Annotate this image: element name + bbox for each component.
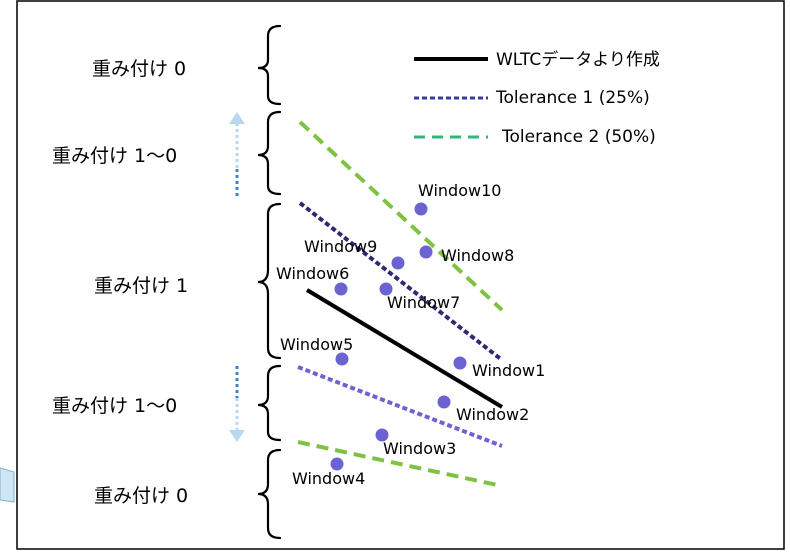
left-edge-fragment bbox=[0, 467, 15, 503]
window6-point bbox=[334, 282, 348, 296]
brace-weight-transition-upper bbox=[257, 110, 282, 196]
window10-point bbox=[414, 202, 428, 216]
transition-arrows bbox=[229, 112, 245, 442]
legend: WLTCデータより作成 Tolerance 1 (25%) Tolerance … bbox=[414, 49, 660, 147]
tolerance2-lower-line bbox=[297, 440, 503, 488]
window9-point bbox=[391, 256, 405, 270]
window10-label: Window10 bbox=[418, 181, 501, 200]
window4-label: Window4 bbox=[292, 469, 365, 488]
brace-weight-0-bottom bbox=[257, 448, 282, 540]
zone-label-weight-transition-upper: 重み付け 1〜0 bbox=[52, 145, 177, 167]
reference-lines bbox=[297, 120, 504, 488]
window5-label: Window5 bbox=[280, 335, 353, 354]
window9-label: Window9 bbox=[304, 237, 377, 256]
window1-label: Window1 bbox=[472, 361, 545, 380]
window2-point bbox=[437, 395, 451, 409]
window-labels: Window1 Window2 Window3 Window4 Window5 … bbox=[276, 181, 545, 488]
tolerance2-upper-line bbox=[298, 120, 504, 312]
zone-label-weight-0-bottom: 重み付け 0 bbox=[94, 485, 188, 507]
window6-label: Window6 bbox=[276, 264, 349, 283]
legend-label-tolerance1: Tolerance 1 (25%) bbox=[495, 88, 650, 108]
window-points bbox=[330, 202, 467, 471]
window3-label: Window3 bbox=[383, 439, 456, 458]
brace-weight-0-top bbox=[257, 24, 282, 106]
diagram-frame bbox=[16, 0, 785, 550]
zone-label-weight-0-top: 重み付け 0 bbox=[92, 58, 186, 80]
window3-point bbox=[375, 428, 389, 442]
tolerance1-upper-line bbox=[298, 201, 504, 362]
zone-braces bbox=[257, 24, 282, 540]
legend-label-tolerance2: Tolerance 2 (50%) bbox=[501, 127, 656, 147]
zone-label-weight-1: 重み付け 1 bbox=[94, 275, 188, 297]
window2-label: Window2 bbox=[456, 405, 529, 424]
window4-point bbox=[330, 457, 344, 471]
arrow-up bbox=[229, 112, 245, 196]
tolerance1-lower-line bbox=[297, 365, 503, 448]
window8-label: Window8 bbox=[441, 246, 514, 265]
zone-label-weight-transition-lower: 重み付け 1〜0 bbox=[52, 395, 177, 417]
wltc-line bbox=[305, 288, 504, 409]
window5-point bbox=[335, 352, 349, 366]
window1-point bbox=[453, 356, 467, 370]
zone-labels: 重み付け 0 重み付け 1〜0 重み付け 1 重み付け 1〜0 重み付け 0 bbox=[52, 58, 188, 507]
arrow-down bbox=[229, 366, 245, 442]
window7-point bbox=[379, 282, 393, 296]
legend-label-wltc: WLTCデータより作成 bbox=[496, 49, 660, 70]
brace-weight-1 bbox=[257, 202, 282, 360]
brace-weight-transition-lower bbox=[257, 364, 282, 442]
window7-label: Window7 bbox=[387, 293, 460, 312]
window8-point bbox=[419, 245, 433, 259]
